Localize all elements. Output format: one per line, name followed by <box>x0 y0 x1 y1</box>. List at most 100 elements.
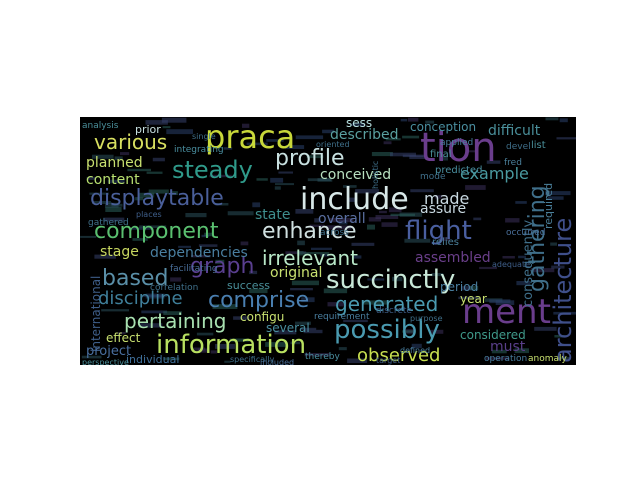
background-filler-mark <box>146 171 163 174</box>
background-filler-mark <box>209 174 232 178</box>
cloud-word: irrelevant <box>262 246 358 270</box>
background-filler-mark <box>204 232 213 237</box>
cloud-word: applied <box>440 138 473 148</box>
background-filler-mark <box>101 309 129 312</box>
background-filler-mark <box>381 222 398 227</box>
cloud-word: year <box>460 292 487 306</box>
cloud-word: made <box>424 189 469 208</box>
background-filler-mark <box>322 129 335 134</box>
cloud-word: individual <box>126 353 179 365</box>
background-filler-mark <box>185 213 207 218</box>
cloud-word: perspective <box>82 358 129 365</box>
cloud-word: correlation <box>150 283 198 293</box>
cloud-word: occurred <box>506 228 545 238</box>
background-filler-mark <box>249 270 258 275</box>
background-filler-mark <box>107 179 125 184</box>
background-filler-mark <box>201 234 209 238</box>
cloud-word: profile <box>275 146 345 171</box>
background-filler-mark <box>161 117 187 123</box>
background-filler-mark <box>375 215 399 219</box>
background-filler-mark <box>307 178 331 182</box>
background-filler-mark <box>285 145 305 149</box>
cloud-word: predicted <box>435 165 482 176</box>
background-filler-mark <box>516 281 531 286</box>
background-filler-mark <box>362 300 388 305</box>
background-filler-mark <box>505 218 520 223</box>
background-filler-mark <box>439 156 448 161</box>
background-filler-mark <box>390 213 415 216</box>
word-cloud: praca tion include ment architecture gatherin… <box>80 117 576 365</box>
cloud-word: holistic <box>371 161 380 189</box>
cloud-word: original <box>270 265 322 281</box>
background-filler-mark <box>407 117 419 122</box>
background-filler-mark <box>392 276 403 282</box>
cloud-word: graph <box>190 254 254 279</box>
background-filler-mark <box>554 335 566 338</box>
background-filler-mark <box>352 255 362 259</box>
background-filler-mark <box>411 343 422 349</box>
background-filler-mark <box>81 355 102 359</box>
cloud-word: example <box>460 164 529 183</box>
background-filler-mark <box>86 176 96 180</box>
cloud-word: assure <box>420 201 466 217</box>
background-filler-mark <box>295 135 324 140</box>
background-filler-mark <box>94 254 116 259</box>
background-filler-mark <box>265 342 288 347</box>
background-filler-mark <box>196 332 214 336</box>
background-filler-mark <box>486 357 509 360</box>
cloud-word: architecture <box>549 218 576 363</box>
background-filler-mark <box>163 311 182 315</box>
background-filler-mark <box>479 266 497 270</box>
background-filler-mark <box>138 323 163 328</box>
background-filler-mark <box>171 191 178 195</box>
cloud-word: specifically <box>230 355 275 364</box>
background-filler-mark <box>489 299 511 304</box>
cloud-word: operation <box>484 354 527 364</box>
background-filler-mark <box>465 185 486 190</box>
background-filler-mark <box>105 202 119 208</box>
background-filler-mark <box>246 142 268 146</box>
cloud-word: places <box>136 210 162 219</box>
cloud-word: gathered <box>88 218 129 228</box>
background-filler-mark <box>223 147 233 150</box>
cloud-word: tion <box>420 125 497 171</box>
cloud-word: dependencies <box>150 245 248 261</box>
cloud-word: conceived <box>320 167 391 183</box>
background-filler-mark <box>329 217 354 223</box>
cloud-word: defined <box>400 346 430 355</box>
background-filler-mark <box>343 319 368 323</box>
background-filler-mark <box>92 201 111 204</box>
background-filler-mark <box>105 207 122 212</box>
background-filler-mark <box>191 255 211 258</box>
cloud-word: state <box>255 207 290 223</box>
background-filler-mark <box>404 238 431 243</box>
cloud-word: purpose <box>410 314 443 323</box>
cloud-word: list <box>531 140 546 151</box>
background-filler-mark <box>559 118 568 123</box>
background-filler-mark <box>145 293 165 299</box>
background-filler-mark <box>514 348 529 354</box>
background-filler-mark <box>371 152 393 157</box>
background-filler-mark <box>367 224 375 230</box>
cloud-word: target <box>376 356 400 365</box>
cloud-word: period <box>440 280 478 294</box>
cloud-word: facilitating <box>170 264 218 274</box>
background-filler-mark <box>390 152 416 157</box>
background-filler-mark <box>297 240 305 246</box>
background-filler-mark <box>435 195 442 199</box>
background-filler-mark <box>409 155 428 159</box>
background-filler-mark <box>429 329 444 334</box>
background-filler-mark <box>103 217 125 222</box>
background-filler-mark <box>291 280 319 286</box>
cloud-word: discipline <box>98 288 183 309</box>
cloud-word: fred <box>504 158 522 168</box>
background-filler-mark <box>148 189 169 194</box>
background-filler-mark <box>212 304 238 309</box>
cloud-word: adequate <box>492 260 530 269</box>
background-filler-mark <box>425 120 435 124</box>
background-filler-mark <box>132 238 148 241</box>
cloud-word: steady <box>172 156 253 184</box>
cloud-word: consequently <box>521 219 536 307</box>
background-filler-mark <box>473 217 482 221</box>
cloud-word: various <box>94 130 167 154</box>
